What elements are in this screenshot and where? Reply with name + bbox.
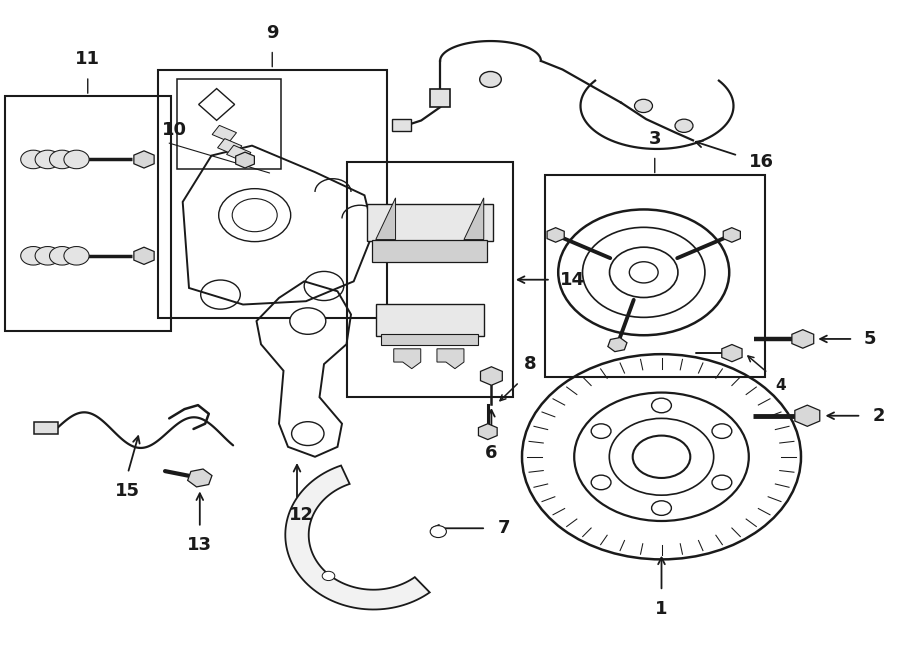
Bar <box>34 422 58 434</box>
Polygon shape <box>481 367 502 385</box>
Bar <box>430 89 450 107</box>
Bar <box>177 79 281 169</box>
Polygon shape <box>134 151 154 168</box>
Circle shape <box>652 501 671 516</box>
Text: 6: 6 <box>485 444 498 461</box>
Circle shape <box>50 150 75 169</box>
Polygon shape <box>792 330 814 348</box>
Circle shape <box>591 475 611 490</box>
Polygon shape <box>479 424 497 440</box>
Text: 8: 8 <box>524 355 536 373</box>
Polygon shape <box>134 247 154 264</box>
Circle shape <box>21 150 46 169</box>
Polygon shape <box>376 198 396 240</box>
Bar <box>227 145 251 162</box>
Text: 10: 10 <box>162 121 187 139</box>
Circle shape <box>21 246 46 265</box>
Circle shape <box>50 246 75 265</box>
Text: 1: 1 <box>655 600 668 618</box>
Polygon shape <box>547 228 564 242</box>
Polygon shape <box>285 465 429 610</box>
Polygon shape <box>724 228 741 242</box>
Circle shape <box>652 399 671 413</box>
Bar <box>367 205 493 241</box>
Text: 12: 12 <box>289 506 314 524</box>
Polygon shape <box>795 405 820 426</box>
Bar <box>4 96 171 331</box>
Bar <box>392 119 411 131</box>
Circle shape <box>35 150 60 169</box>
Circle shape <box>292 422 324 446</box>
Text: 11: 11 <box>76 50 100 68</box>
Polygon shape <box>236 152 255 168</box>
Text: 2: 2 <box>873 406 886 425</box>
Polygon shape <box>394 349 421 369</box>
Bar <box>212 125 237 142</box>
Text: 9: 9 <box>266 24 278 42</box>
Circle shape <box>64 246 89 265</box>
Polygon shape <box>722 344 742 361</box>
Bar <box>544 175 765 377</box>
Bar <box>346 162 513 397</box>
Text: 13: 13 <box>187 536 212 554</box>
Circle shape <box>430 526 446 538</box>
Polygon shape <box>608 338 627 352</box>
Circle shape <box>290 308 326 334</box>
Circle shape <box>64 150 89 169</box>
Circle shape <box>675 119 693 132</box>
Bar <box>382 334 479 346</box>
Text: 3: 3 <box>649 130 661 148</box>
Polygon shape <box>464 198 484 240</box>
Circle shape <box>35 246 60 265</box>
Circle shape <box>712 424 732 438</box>
Polygon shape <box>437 349 464 369</box>
Text: 5: 5 <box>864 330 877 348</box>
Circle shape <box>480 71 501 87</box>
Circle shape <box>634 99 652 113</box>
Bar <box>376 304 484 336</box>
Bar <box>373 240 488 262</box>
Circle shape <box>591 424 611 438</box>
Circle shape <box>322 571 335 581</box>
Text: 7: 7 <box>498 519 510 538</box>
Text: 4: 4 <box>775 378 786 393</box>
Bar <box>218 138 242 155</box>
Polygon shape <box>187 469 212 487</box>
Bar <box>158 70 387 318</box>
Text: 14: 14 <box>560 271 585 289</box>
Circle shape <box>712 475 732 490</box>
Text: 16: 16 <box>749 152 774 171</box>
Text: 15: 15 <box>115 482 140 500</box>
